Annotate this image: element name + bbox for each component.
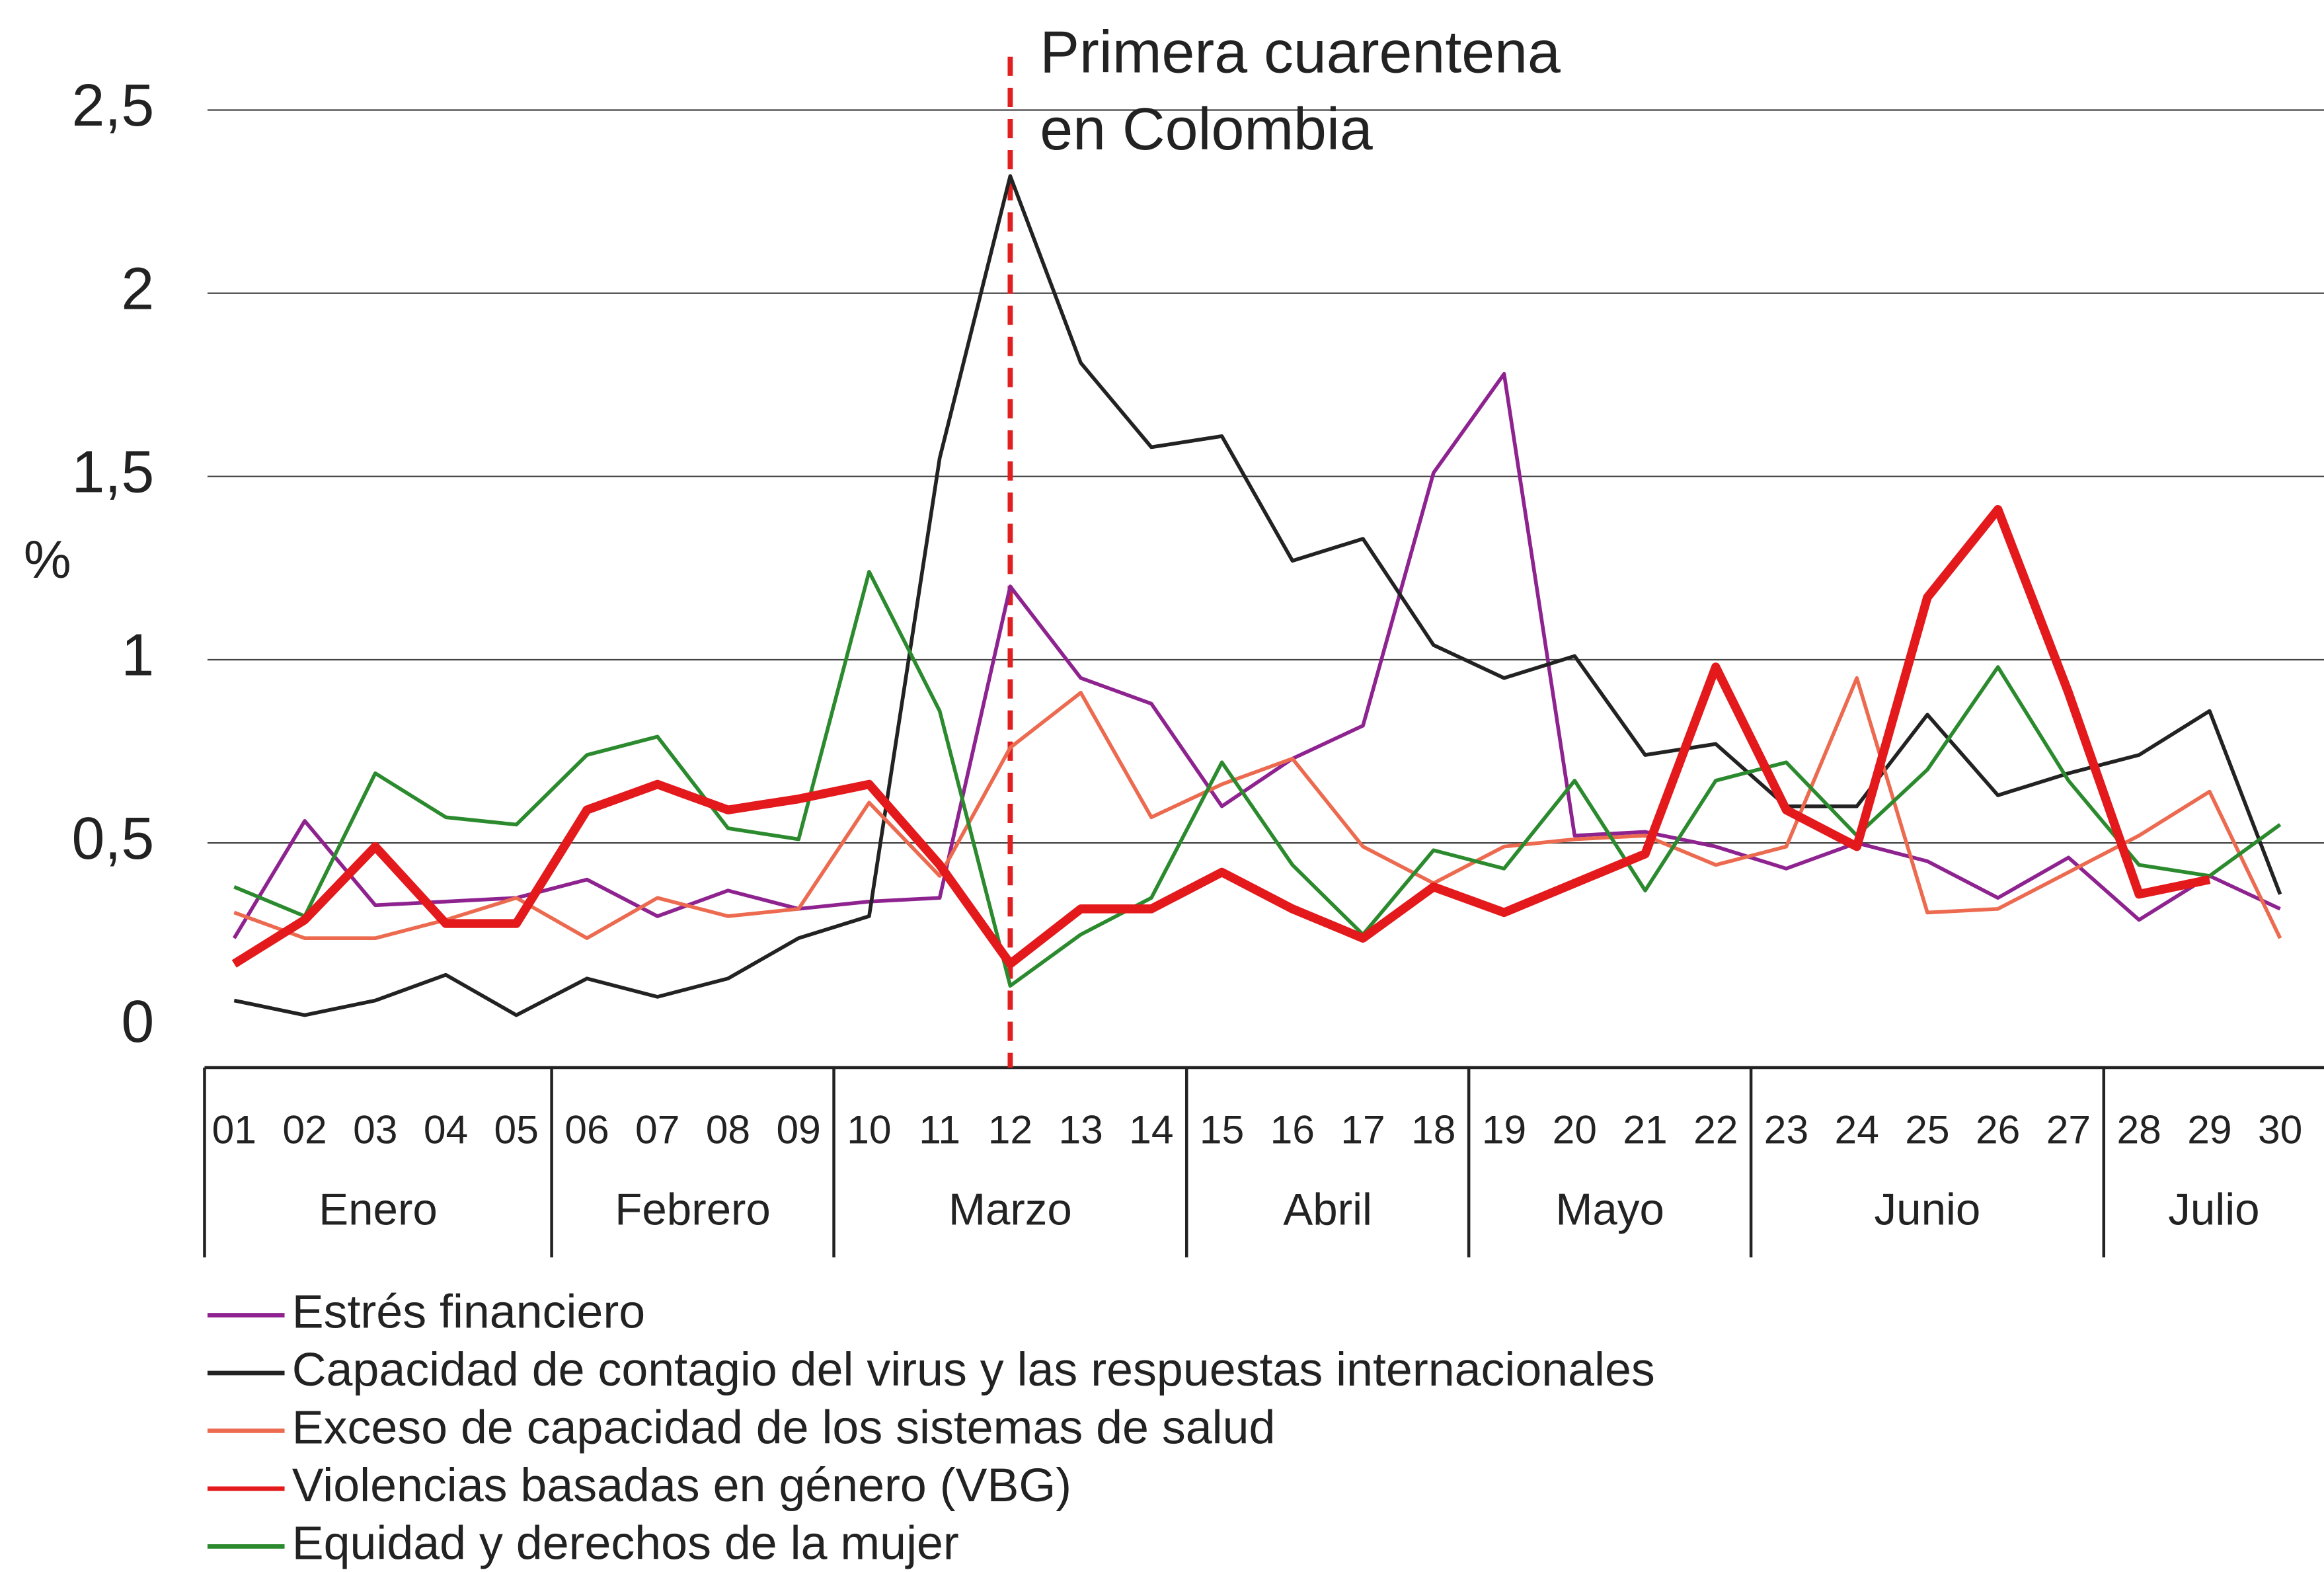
x-tick-label: 18 bbox=[1411, 1107, 1455, 1152]
y-tick-label: 1,5 bbox=[72, 439, 155, 505]
x-tick-label: 07 bbox=[635, 1107, 679, 1152]
y-tick-label: 2,5 bbox=[72, 73, 155, 139]
x-tick-label: 15 bbox=[1200, 1107, 1244, 1152]
group-label: Junio bbox=[1875, 1185, 1981, 1235]
x-tick-label: 26 bbox=[1976, 1107, 2020, 1152]
x-tick-label: 14 bbox=[1129, 1107, 1173, 1152]
x-tick-label: 06 bbox=[564, 1107, 609, 1152]
series-line bbox=[231, 504, 2211, 968]
y-tick-label: 1 bbox=[121, 623, 154, 689]
x-tick-label: 19 bbox=[1482, 1107, 1526, 1152]
x-tick-label: 12 bbox=[988, 1107, 1032, 1152]
group-label: Enero bbox=[319, 1185, 438, 1235]
series-line bbox=[233, 174, 2282, 1017]
legend-label: Violencias basadas en género (VBG) bbox=[292, 1459, 1071, 1512]
group-label: Febrero bbox=[615, 1185, 771, 1235]
legend-label: Capacidad de contagio del virus y las re… bbox=[292, 1343, 1655, 1396]
annotation-text: Primera cuarentena bbox=[1040, 19, 1561, 85]
legend-label: Equidad y derechos de la mujer bbox=[292, 1516, 959, 1569]
series-line bbox=[233, 570, 2282, 988]
x-tick-label: 27 bbox=[2046, 1107, 2091, 1152]
x-tick-label: 16 bbox=[1270, 1107, 1315, 1152]
x-tick-label: 28 bbox=[2116, 1107, 2161, 1152]
x-tick-label: 02 bbox=[282, 1107, 327, 1152]
x-tick-label: 20 bbox=[1553, 1107, 1597, 1152]
x-tick-label: 24 bbox=[1835, 1107, 1879, 1152]
y-tick-label: 0,5 bbox=[72, 806, 155, 872]
x-tick-label: 13 bbox=[1058, 1107, 1103, 1152]
x-tick-label: 04 bbox=[424, 1107, 468, 1152]
group-label: Abril bbox=[1283, 1185, 1372, 1235]
x-tick-label: 09 bbox=[777, 1107, 821, 1152]
x-tick-label: 08 bbox=[706, 1107, 750, 1152]
x-tick-label: 29 bbox=[2187, 1107, 2231, 1152]
x-tick-label: 25 bbox=[1905, 1107, 1949, 1152]
y-tick-label: 2 bbox=[121, 256, 154, 322]
group-label: Marzo bbox=[949, 1185, 1072, 1235]
x-tick-label: 03 bbox=[353, 1107, 397, 1152]
x-tick-label: 11 bbox=[919, 1107, 960, 1152]
group-label: Mayo bbox=[1555, 1185, 1664, 1235]
group-label: Julio bbox=[2168, 1185, 2259, 1235]
legend-label: Estrés financiero bbox=[292, 1285, 645, 1338]
x-tick-label: 30 bbox=[2258, 1107, 2302, 1152]
x-tick-label: 05 bbox=[494, 1107, 539, 1152]
series-line bbox=[233, 676, 2282, 941]
x-tick-label: 17 bbox=[1340, 1107, 1385, 1152]
annotation-text: en Colombia bbox=[1040, 97, 1373, 163]
legend-label: Exceso de capacidad de los sistemas de s… bbox=[292, 1401, 1276, 1454]
x-tick-label: 10 bbox=[847, 1107, 891, 1152]
x-tick-label: 21 bbox=[1623, 1107, 1667, 1152]
x-tick-label: 23 bbox=[1764, 1107, 1808, 1152]
y-tick-label: 0 bbox=[121, 989, 154, 1055]
x-tick-label: 22 bbox=[1693, 1107, 1738, 1152]
y-axis-label: % bbox=[24, 530, 71, 590]
x-tick-label: 01 bbox=[212, 1107, 256, 1152]
series-line bbox=[232, 372, 2281, 939]
